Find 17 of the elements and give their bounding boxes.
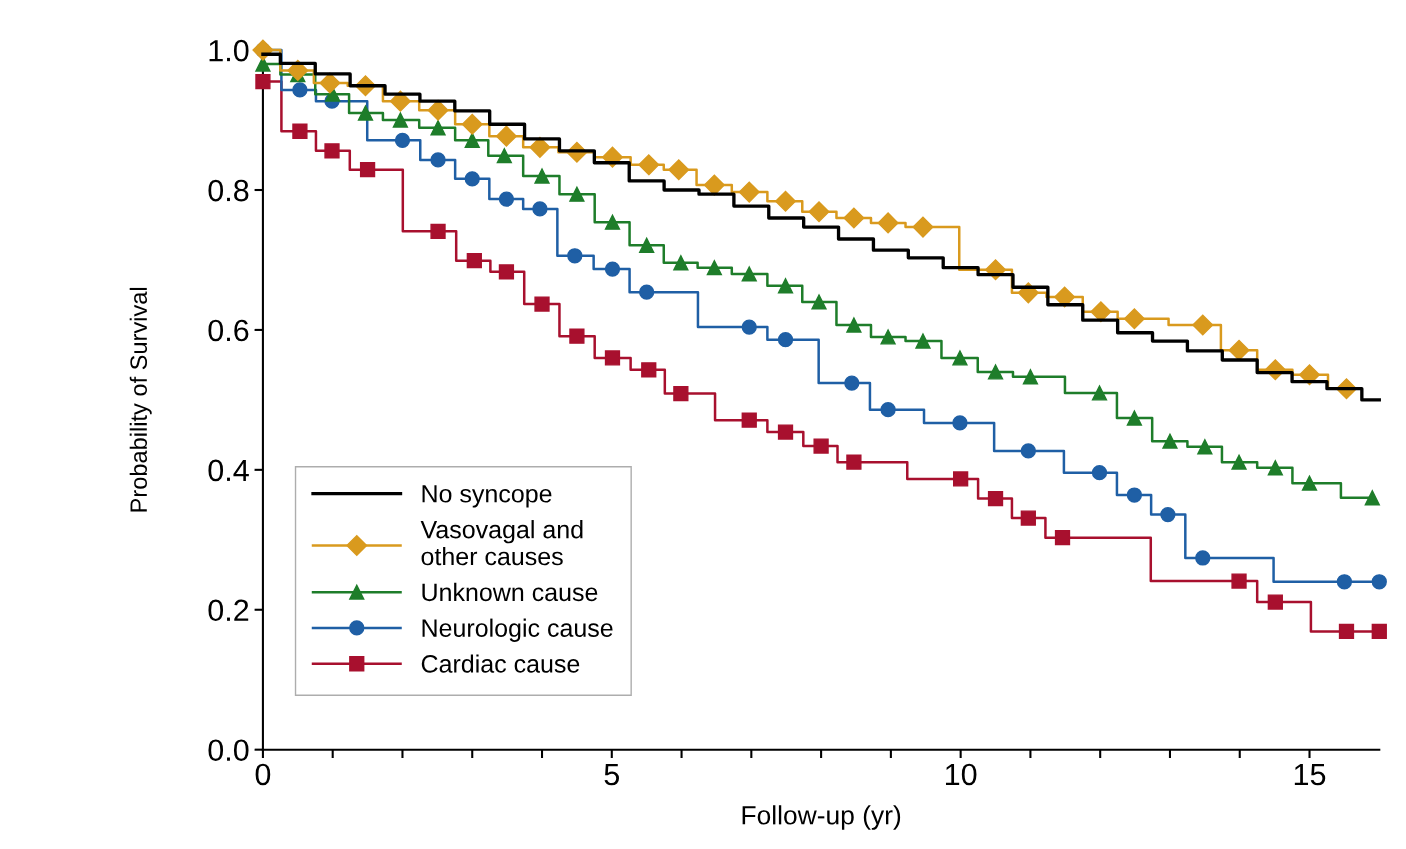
y-tick-label: 0.4 bbox=[208, 459, 249, 482]
y-tick-label: 0.0 bbox=[208, 739, 249, 762]
legend-label: Neurologic cause bbox=[422, 618, 613, 642]
y-tick-label: 0.8 bbox=[208, 179, 249, 202]
x-tick-label: 10 bbox=[945, 763, 977, 786]
legend-label: Unknown cause bbox=[422, 582, 598, 602]
x-tick-label: 0 bbox=[255, 763, 271, 786]
legend-label: No syncope bbox=[422, 485, 552, 508]
y-tick-label: 1.0 bbox=[209, 39, 249, 62]
y-tick-label: 0.2 bbox=[208, 599, 249, 622]
x-axis-title: Follow-up (yr) bbox=[742, 805, 901, 830]
y-tick-label: 0.6 bbox=[208, 319, 249, 342]
legend-label: Vasovagal and other causes bbox=[420, 520, 583, 566]
legend-label: Cardiac cause bbox=[421, 654, 580, 673]
x-tick-label: 5 bbox=[604, 763, 619, 786]
y-axis-title: Probability of Survival bbox=[129, 287, 152, 512]
x-tick-label: 15 bbox=[1294, 763, 1326, 786]
